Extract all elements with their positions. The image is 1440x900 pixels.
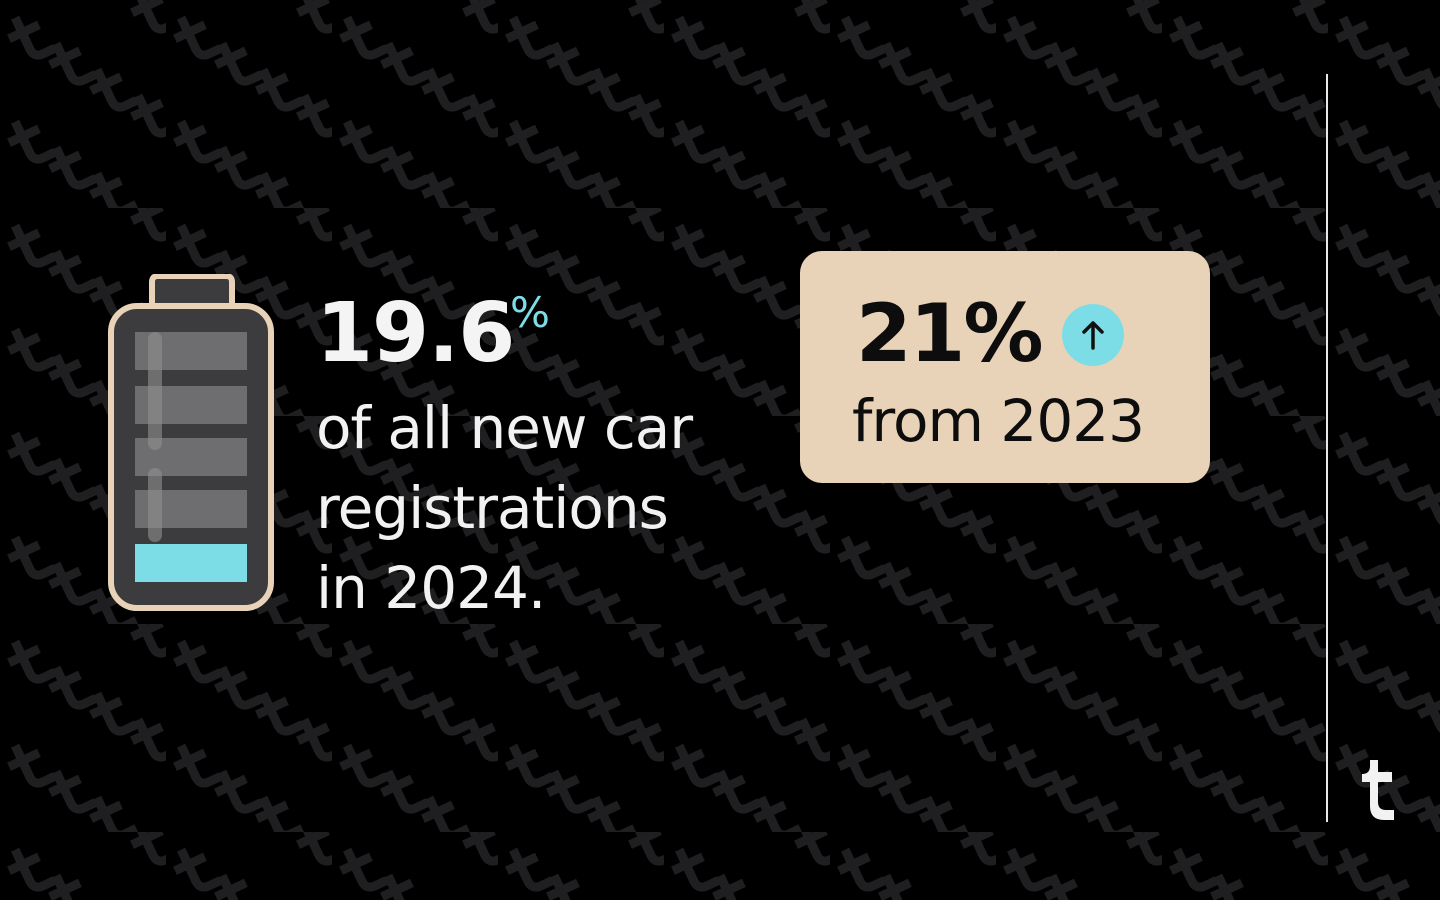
stat-unit: % [510, 288, 550, 337]
letter-t-logo-icon [1362, 760, 1394, 820]
change-description: from 2023 [852, 387, 1145, 455]
arrow-up-icon [1062, 304, 1124, 366]
stat-description: of all new car registrations in 2024. [316, 394, 693, 622]
stat-value-row: 19.6 % [316, 286, 736, 382]
change-value: 21% [856, 287, 1043, 380]
battery-charge-level [135, 544, 247, 582]
vertical-divider [1326, 74, 1328, 822]
stat-value: 19.6 [316, 286, 515, 381]
battery-icon [108, 274, 274, 611]
registration-stat: 19.6 % of all new car registrations in 2… [316, 286, 736, 628]
change-card: 21% from 2023 [800, 251, 1210, 483]
